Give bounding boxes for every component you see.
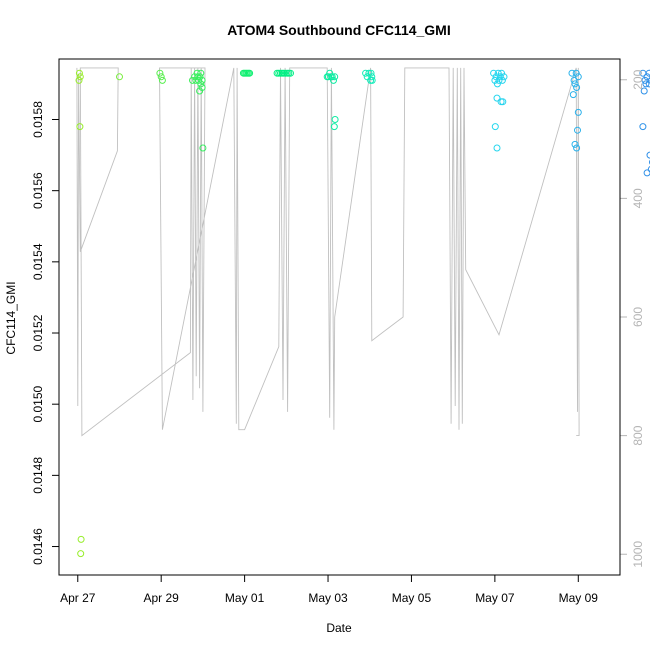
y-tick-label: 0.0156 xyxy=(31,172,45,209)
data-point xyxy=(639,123,647,131)
data-point xyxy=(493,94,501,102)
data-point xyxy=(157,73,165,81)
data-point xyxy=(569,91,577,99)
data-point xyxy=(643,169,650,177)
y-tick-label: 0.0150 xyxy=(31,386,45,423)
x-tick-label: May 09 xyxy=(559,591,599,605)
data-point xyxy=(573,144,581,152)
pressure-line xyxy=(76,67,580,437)
plot-frame xyxy=(58,58,621,576)
data-point xyxy=(196,73,204,81)
data-point xyxy=(645,69,650,77)
y-tick-label: 0.0146 xyxy=(31,528,45,565)
x-tick-label: May 07 xyxy=(475,591,515,605)
axes-layer: Apr 27 Apr 29 May 01 May 03 May 05 May 07 May … xyxy=(31,69,645,605)
x-tick-label: Apr 29 xyxy=(144,591,180,605)
data-point xyxy=(498,76,506,84)
data-point xyxy=(646,151,650,159)
data-point xyxy=(77,535,85,543)
data-point xyxy=(494,69,502,77)
data-point xyxy=(76,123,84,131)
data-point xyxy=(287,69,294,77)
data-point xyxy=(496,73,504,81)
data-point xyxy=(246,69,254,77)
right-tick-label: 1000 xyxy=(631,541,645,568)
data-point xyxy=(368,76,376,84)
data-point xyxy=(331,73,339,81)
data-point xyxy=(156,69,164,77)
data-point xyxy=(158,76,166,84)
data-point xyxy=(330,123,338,131)
right-tick-label: 200 xyxy=(631,69,645,89)
data-point xyxy=(199,144,207,152)
data-point xyxy=(368,73,376,81)
data-point xyxy=(645,80,650,88)
data-point xyxy=(568,69,576,77)
y-tick-label: 0.0148 xyxy=(31,457,45,494)
right-tick-label: 600 xyxy=(631,307,645,327)
x-tick-label: May 03 xyxy=(308,591,348,605)
data-point xyxy=(574,73,582,81)
data-point xyxy=(330,76,337,84)
pressure-line-layer xyxy=(76,67,580,437)
data-point xyxy=(197,80,205,88)
data-point xyxy=(197,69,205,77)
data-point xyxy=(647,77,650,84)
data-point xyxy=(116,73,123,81)
data-point xyxy=(493,144,501,152)
data-point xyxy=(198,76,206,84)
x-tick-label: May 01 xyxy=(225,591,265,605)
x-tick-label: Apr 27 xyxy=(60,591,96,605)
data-point xyxy=(573,84,581,91)
y-tick-label: 0.0152 xyxy=(31,314,45,351)
data-point xyxy=(571,140,579,148)
data-point xyxy=(500,73,508,81)
data-point xyxy=(643,73,650,81)
data-point xyxy=(198,84,206,91)
data-point xyxy=(574,108,582,116)
x-tick-label: May 05 xyxy=(392,591,432,605)
data-point xyxy=(642,80,650,88)
chart-title: ATOM4 Southbound CFC114_GMI xyxy=(227,22,451,38)
y-axis-label: CFC114_GMI xyxy=(4,281,18,354)
data-point xyxy=(570,76,578,84)
data-points-layer xyxy=(75,69,650,558)
data-point xyxy=(491,123,499,131)
data-point xyxy=(493,80,501,88)
data-point xyxy=(362,69,370,77)
data-point xyxy=(76,73,84,81)
data-point xyxy=(499,98,507,106)
y-tick-label: 0.0158 xyxy=(31,101,45,138)
data-point xyxy=(571,80,579,88)
y-tick-label: 0.0154 xyxy=(31,243,45,280)
data-point xyxy=(75,69,83,77)
right-tick-label: 800 xyxy=(631,425,645,445)
data-point xyxy=(572,69,580,77)
data-point xyxy=(574,126,581,134)
data-point xyxy=(195,76,203,84)
data-point xyxy=(75,76,83,84)
x-axis-label: Date xyxy=(326,621,352,635)
data-point xyxy=(647,166,650,173)
data-point xyxy=(640,87,648,95)
data-point xyxy=(328,73,336,81)
data-point xyxy=(77,550,85,558)
data-point xyxy=(367,69,375,77)
right-tick-label: 400 xyxy=(631,188,645,208)
data-point xyxy=(331,116,339,123)
data-point xyxy=(495,76,503,84)
